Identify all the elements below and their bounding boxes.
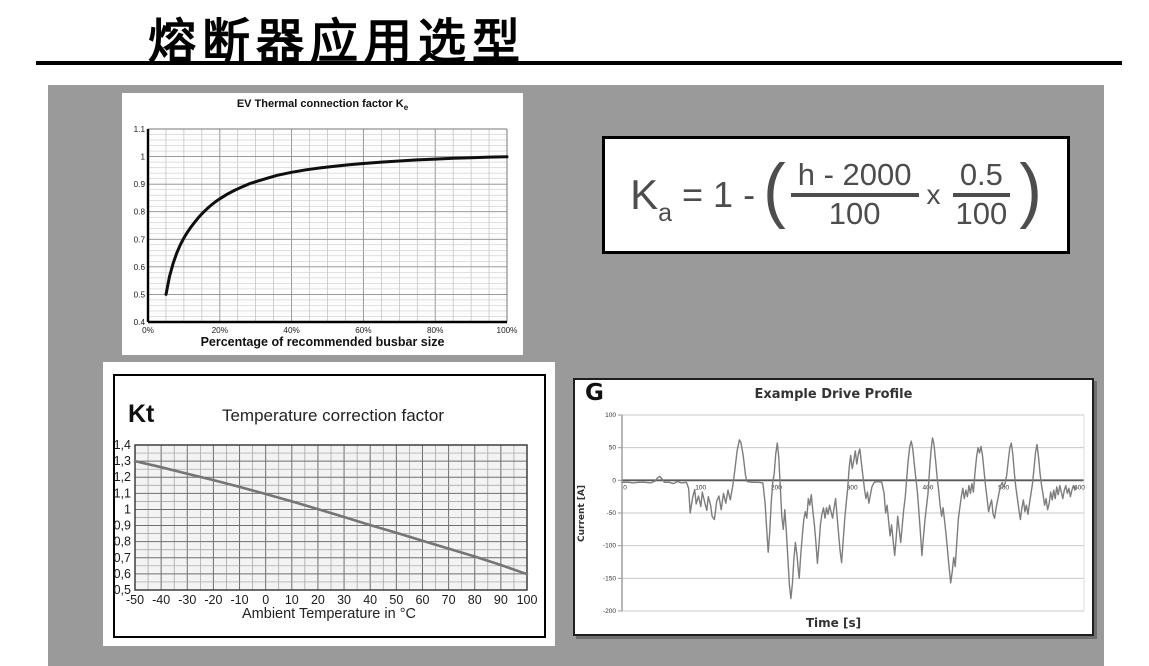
- axis-tick-label: 1.1: [134, 125, 146, 134]
- axis-tick-label: 20: [311, 593, 325, 607]
- axis-tick-label: 40%: [283, 326, 299, 335]
- g-label: G: [585, 380, 604, 406]
- axis-tick-label: -20: [204, 593, 222, 607]
- axis-tick-label: 0,5: [114, 583, 131, 597]
- ev-x-axis-label: Percentage of recommended busbar size: [200, 335, 445, 349]
- drive-profile-chart: G Example Drive Profile Current [A] 100 5…: [573, 378, 1094, 636]
- axis-tick-label: 0: [623, 484, 627, 491]
- axis-tick-label: 1,2: [114, 470, 131, 484]
- axis-tick-label: 50: [389, 593, 403, 607]
- axis-tick-label: 0,7: [114, 551, 131, 565]
- ev-thermal-factor-chart: EV Thermal connection factor Ke 1.1 1 0.9 0…: [122, 93, 523, 355]
- axis-tick-label: 10: [285, 593, 299, 607]
- kt-chart-title: Temperature correction factor: [221, 406, 445, 425]
- axis-tick-label: 30: [337, 593, 351, 607]
- axis-tick-label: 0%: [142, 326, 154, 335]
- kt-temperature-chart: Kt Temperature correction factor 1,4 1,3 1…: [103, 362, 555, 646]
- axis-tick-label: 60: [416, 593, 430, 607]
- drive-x-axis-label: Time [s]: [805, 616, 862, 630]
- ev-chart-title: EV Thermal connection factor Ke: [122, 98, 523, 112]
- axis-tick-label: -100: [603, 543, 616, 550]
- axis-tick-label: 1: [124, 502, 131, 516]
- kt-plot: 1,4 1,3 1,2 1,1 1 0,9 0,8 0,7 0,6 0,5-50 -40 -30 -20…: [114, 438, 538, 607]
- axis-tick-label: 0.7: [134, 235, 146, 244]
- ev-chart-title-text: EV Thermal connection factor K: [236, 98, 404, 110]
- axis-tick-label: -10: [230, 593, 248, 607]
- axis-tick-label: 0,8: [114, 535, 131, 549]
- formula-k-subscript: a: [658, 199, 673, 227]
- axis-tick-label: 60%: [355, 326, 371, 335]
- axis-tick-label: 50: [609, 445, 617, 452]
- axis-tick-label: 1,3: [114, 454, 131, 468]
- formula-close-paren: ): [1019, 150, 1042, 230]
- kt-label: Kt: [128, 400, 155, 428]
- axis-tick-label: 200: [771, 484, 782, 491]
- axis-tick-label: 500: [998, 484, 1009, 491]
- axis-tick-label: 40: [363, 593, 377, 607]
- ka-altitude-formula: Ka = 1 - ( h - 2000 100 x 0.5 100 ): [602, 136, 1070, 254]
- axis-tick-label: 300: [847, 484, 858, 491]
- formula-fraction-1-numerator: h - 2000: [790, 158, 919, 197]
- formula-k: K: [630, 171, 659, 218]
- axis-tick-label: -30: [178, 593, 196, 607]
- axis-tick-label: -40: [152, 593, 170, 607]
- axis-tick-label: 0.4: [134, 318, 146, 327]
- axis-tick-label: 0.8: [134, 208, 146, 217]
- axis-tick-label: 1,4: [114, 438, 131, 452]
- formula-multiply-sign: x: [926, 179, 941, 210]
- formula-fraction-1-denominator: 100: [828, 196, 881, 231]
- axis-tick-label: 1: [140, 153, 145, 162]
- kt-chart-border: [113, 374, 546, 638]
- axis-tick-label: 20%: [212, 326, 228, 335]
- formula-fraction-2: 0.5 100: [949, 158, 1015, 231]
- formula-lhs: Ka: [630, 171, 672, 227]
- drive-chart-title: Example Drive Profile: [754, 387, 913, 402]
- axis-tick-label: 0: [262, 593, 269, 607]
- axis-tick-label: 90: [494, 593, 508, 607]
- axis-tick-label: -50: [607, 510, 617, 517]
- axis-tick-label: -150: [603, 575, 616, 582]
- axis-tick-label: 100: [605, 412, 616, 419]
- kt-x-axis-label: Ambient Temperature in °C: [242, 606, 416, 622]
- axis-tick-label: 0.9: [134, 180, 146, 189]
- axis-tick-label: 70: [442, 593, 456, 607]
- formula-open-paren: (: [763, 150, 786, 230]
- axis-tick-label: 100%: [497, 326, 518, 335]
- axis-tick-label: 80%: [427, 326, 443, 335]
- content-panel: EV Thermal connection factor Ke 1.1 1 0.9 0…: [48, 85, 1104, 666]
- formula-fraction-2-denominator: 100: [955, 196, 1008, 231]
- ke-curve: [164, 155, 509, 296]
- formula-equals: = 1 -: [682, 174, 756, 215]
- axis-tick-label: -50: [126, 593, 144, 607]
- current-signal: [621, 437, 1078, 600]
- axis-tick-label: 100: [517, 593, 538, 607]
- axis-tick-label: 0.6: [134, 263, 146, 272]
- ev-plot: 1.1 1 0.9 0.8 0.7 0.6 0.5 0.40% 20% 40% 60% 80% 100%: [134, 125, 518, 335]
- axis-tick-label: -200: [603, 608, 616, 615]
- plot-border: [134, 444, 528, 591]
- axis-tick-label: 0,9: [114, 519, 131, 533]
- axis-tick-label: 0.5: [134, 290, 146, 299]
- axis-tick-label: 0,6: [114, 567, 131, 581]
- page-title: 熔断器应用选型: [148, 14, 527, 70]
- axis-tick-label: 0: [612, 477, 616, 484]
- kt-line: [133, 459, 529, 576]
- axis-tick-label: 600: [1074, 484, 1085, 491]
- title-divider: [36, 61, 1122, 65]
- ev-chart-title-subscript: e: [403, 103, 409, 113]
- formula-fraction-2-numerator: 0.5: [952, 158, 1010, 197]
- axis-tick-label: 1,1: [114, 486, 131, 500]
- axis-tick-label: 100: [695, 484, 706, 491]
- formula-fraction-1: h - 2000 100: [790, 158, 919, 231]
- axis-tick-label: 80: [468, 593, 482, 607]
